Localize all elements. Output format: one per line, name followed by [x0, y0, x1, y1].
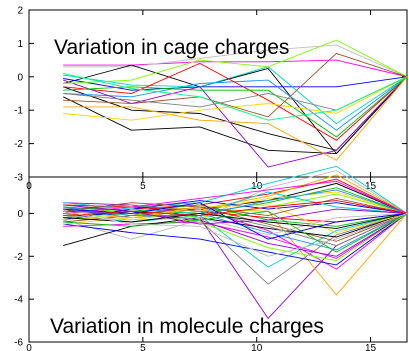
series-line-30 — [63, 180, 408, 214]
series-line-16 — [63, 212, 408, 247]
series-line-35 — [63, 210, 408, 257]
chart-molecule-charges: -6 -4 -2 0 0 5 10 15 Variation in molecule char… — [14, 165, 408, 351]
series-line-12 — [63, 76, 408, 161]
series-line-32 — [63, 210, 408, 253]
annotation-molecule: Variation in molecule charges — [50, 315, 324, 338]
series-lines-molecule — [63, 165, 408, 320]
series-line-10 — [63, 76, 408, 138]
series-line-8 — [63, 76, 408, 168]
series-line-1 — [63, 44, 408, 78]
y-tick-label: -4 — [14, 295, 23, 306]
axis-ticks-molecule: -6 -4 -2 0 0 5 10 15 — [14, 177, 407, 351]
series-line-31 — [63, 204, 408, 225]
y-tick-label: -2 — [14, 139, 23, 150]
series-line-6 — [63, 165, 408, 214]
plot-frame-molecule — [28, 176, 408, 343]
y-tick-label: -1 — [14, 106, 23, 117]
series-line-11 — [63, 39, 408, 84]
series-line-25 — [63, 204, 408, 234]
series-line-33 — [63, 202, 408, 240]
series-lines-cage — [63, 39, 408, 168]
series-line-5 — [63, 170, 408, 240]
y-tick-label: 2 — [17, 6, 23, 17]
series-line-7 — [63, 213, 408, 266]
x-tick-label: 15 — [365, 343, 377, 351]
y-tick-label: 0 — [17, 209, 23, 220]
y-tick-label: -6 — [14, 338, 23, 349]
x-tick-label: 10 — [251, 343, 263, 351]
series-line-5 — [63, 76, 408, 91]
x-tick-label: 5 — [140, 181, 146, 192]
series-line-15 — [63, 213, 408, 259]
y-tick-label: -3 — [14, 173, 23, 184]
series-line-34 — [63, 200, 408, 217]
series-line-20 — [63, 200, 408, 221]
series-line-9 — [63, 62, 408, 141]
series-line-22 — [63, 204, 408, 247]
series-line-14 — [63, 52, 408, 118]
y-tick-label: 1 — [17, 39, 23, 50]
x-tick-label: 15 — [365, 181, 377, 192]
x-tick-label: 5 — [140, 343, 146, 351]
y-tick-label: 0 — [17, 72, 23, 83]
y-tick-label: -2 — [14, 252, 23, 263]
x-tick-label: 0 — [26, 343, 32, 351]
annotation-cage: Variation in cage charges — [54, 36, 289, 59]
series-line-3 — [63, 76, 408, 155]
series-line-7 — [63, 66, 408, 125]
series-line-16 — [63, 73, 408, 121]
series-line-28 — [63, 189, 408, 217]
series-line-0 — [63, 59, 408, 78]
series-line-29 — [63, 212, 408, 229]
